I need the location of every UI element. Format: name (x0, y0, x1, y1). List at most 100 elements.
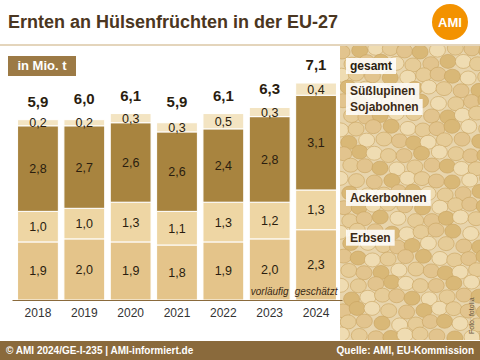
bar (157, 211, 198, 245)
annotations: vorläufiggeschätzt (251, 286, 339, 297)
data-label: 1,9 (122, 264, 139, 278)
bar (203, 114, 244, 129)
photo-bean (429, 46, 445, 57)
photo-bean (429, 329, 445, 340)
photo-bean (349, 301, 365, 315)
data-label: 2,0 (76, 263, 93, 277)
photo-bean (428, 279, 444, 293)
photo-bean (341, 263, 357, 277)
legend-label: Süßlupinen (350, 84, 415, 98)
photo-bean (447, 46, 463, 55)
data-label: 2,0 (261, 263, 278, 277)
annotation: geschätzt (295, 286, 339, 297)
subtitle: in Mio. t (17, 58, 67, 73)
photo-bean (365, 120, 381, 134)
bar (64, 239, 105, 300)
photo-bean (340, 171, 348, 185)
photo-bean (412, 279, 428, 293)
total-label: 7,1 (306, 56, 327, 73)
bar (110, 202, 151, 242)
legend-item: Ackerbohnen (346, 190, 431, 206)
photo-bean (430, 96, 446, 110)
photo-bean (447, 331, 463, 340)
logo-circle (432, 4, 468, 40)
photo (340, 46, 480, 340)
photo-bean (440, 54, 456, 68)
data-label: 2,8 (29, 162, 46, 176)
photo-bean (479, 46, 480, 58)
data-label: 1,1 (168, 222, 185, 236)
x-tick-label: 2023 (256, 306, 283, 320)
photo-bean (396, 149, 412, 163)
data-label: 1,3 (215, 216, 232, 230)
source: Quelle: AMI, EU-Kommission (337, 345, 474, 356)
photo-bean (380, 252, 396, 266)
legend-label: Sojabohnen (350, 100, 419, 114)
x-tick-label: 2019 (71, 306, 98, 320)
photo-bean (384, 275, 400, 289)
photo-bean (415, 123, 431, 137)
photo-bean (432, 251, 448, 265)
bar (203, 242, 244, 300)
photo-bean (400, 171, 416, 185)
photo-bean (381, 304, 397, 318)
data-label: 1,3 (307, 203, 324, 217)
data-label: 1,3 (122, 216, 139, 230)
bar (157, 132, 198, 211)
data-label: 1,9 (215, 264, 232, 278)
photo-bean (436, 314, 452, 328)
photo-bean (383, 119, 399, 133)
photo-bean (348, 174, 364, 188)
photo-bean (431, 145, 447, 159)
total-label: 5,9 (28, 93, 49, 110)
legend-label: Ackerbohnen (350, 191, 427, 205)
photo-bean (448, 147, 464, 161)
legend-total: gesamt (350, 59, 392, 73)
data-label: 2,7 (76, 161, 93, 175)
photo-bean (476, 305, 480, 319)
photo-bean (390, 211, 406, 225)
data-label: 0,3 (261, 106, 278, 120)
data-label: 1,2 (261, 214, 278, 228)
data-label: 3,1 (307, 136, 324, 150)
photo-bean (368, 331, 384, 340)
photo-bean (464, 275, 480, 289)
photo-bean (422, 315, 438, 329)
photo-bean (368, 46, 384, 55)
x-tick: 2021 (164, 300, 191, 320)
bar (249, 117, 290, 203)
photo-bean (350, 251, 366, 265)
photo-bean (421, 80, 437, 94)
legend-box (346, 83, 419, 99)
x-tick-label: 2018 (25, 306, 52, 320)
photo-bean (404, 291, 420, 305)
bar (110, 242, 151, 300)
data-label: 2,3 (307, 258, 324, 272)
footer (0, 341, 480, 360)
photo-bean (469, 263, 480, 277)
photo-bean (383, 330, 399, 340)
photo-bean (397, 328, 413, 340)
bar (64, 208, 105, 239)
photo-bean (424, 158, 440, 172)
photo-bean (476, 199, 480, 213)
photo-bean (412, 46, 428, 59)
photo-bean (455, 54, 471, 68)
photo-bean (340, 123, 349, 137)
photo-bean (423, 264, 439, 278)
photo-bean (454, 132, 470, 146)
bar (296, 190, 337, 230)
legend: gesamtSüßlupinenSojabohnenAckerbohnenErb… (346, 58, 431, 246)
x-tick-label: 2020 (117, 306, 144, 320)
photo-bean (398, 276, 414, 290)
x-tick: 2024 (303, 300, 330, 320)
photo-bean (372, 210, 388, 224)
photo-bean (375, 288, 391, 302)
bar (18, 242, 59, 300)
photo-bean (364, 253, 380, 267)
data-label: 1,9 (29, 264, 46, 278)
bar (18, 126, 59, 212)
photo-bean (438, 237, 454, 251)
logo: AMI (438, 15, 462, 30)
photo-bean (463, 149, 479, 163)
